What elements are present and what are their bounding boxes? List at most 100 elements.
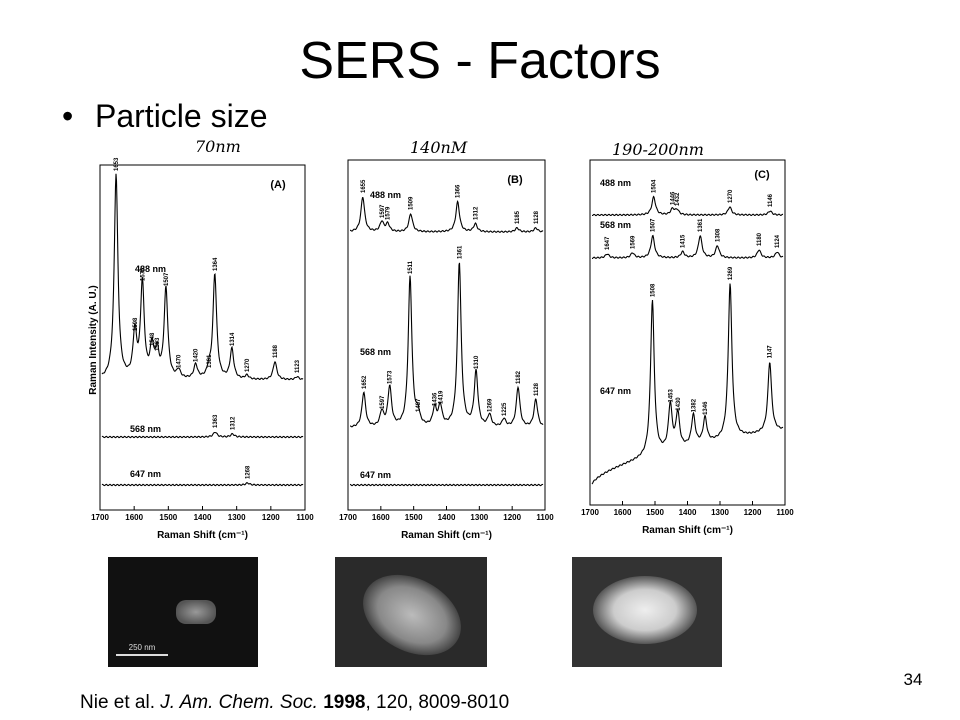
trace-label: 488 nm (135, 264, 166, 274)
spectrum-trace (101, 481, 304, 487)
spectrum-trace (349, 483, 544, 487)
spectrum-trace (591, 283, 784, 485)
bullet-text: Particle size (95, 98, 268, 134)
x-tick-label: 1700 (91, 513, 109, 522)
x-tick-label: 1100 (776, 508, 794, 517)
peak-label: 1188 (273, 344, 279, 358)
peak-label: 1382 (691, 398, 697, 412)
peak-label: 1269 (488, 398, 494, 412)
spectrum-trace (101, 173, 304, 381)
page-number: 34 (904, 670, 923, 689)
peak-label: 1533 (155, 337, 161, 351)
peak-label: 1270 (728, 189, 734, 203)
bullet-mark: • (62, 98, 73, 134)
slide-title: SERS - Factors (299, 32, 660, 90)
peak-label: 1569 (631, 235, 637, 249)
peak-label: 1363 (213, 414, 219, 428)
spectrum-panel: 140nM (B) 1700 1600 1500 1400 1300 1200 1100 Rama… (339, 138, 554, 541)
peak-label: 1361 (698, 218, 704, 232)
x-axis-label: Raman Shift (cm⁻¹) (157, 530, 248, 541)
spectrum-panel: 70nm (A) 1700 1600 1500 1400 1300 1200 1100 Raman… (91, 137, 314, 541)
x-tick-label: 1200 (744, 508, 762, 517)
x-tick-label: 1600 (614, 508, 632, 517)
peak-label: 1548 (150, 332, 156, 346)
x-tick-label: 1500 (646, 508, 664, 517)
trace-label: 647 nm (360, 470, 391, 480)
peak-label: 1655 (361, 179, 367, 193)
x-tick-label: 1300 (711, 508, 729, 517)
x-tick-label: 1400 (679, 508, 697, 517)
spectrum-trace (350, 196, 544, 233)
particle (593, 576, 697, 644)
peak-label: 1308 (715, 228, 721, 242)
peak-label: 1124 (775, 234, 781, 248)
peak-label: 1128 (534, 382, 540, 396)
spectrum-trace (592, 195, 784, 217)
spectrum-trace (592, 234, 784, 260)
trace-label: 568 nm (130, 424, 161, 434)
trace-label: 647 nm (130, 469, 161, 479)
particle (363, 574, 461, 656)
x-tick-label: 1500 (405, 513, 423, 522)
peak-label: 1268 (246, 465, 252, 479)
peak-label: 1123 (295, 359, 301, 373)
x-tick-label: 1300 (470, 513, 488, 522)
peak-label: 1147 (768, 345, 774, 359)
peak-label: 1381 (207, 354, 213, 368)
peak-label: 1597 (380, 395, 386, 409)
x-tick-label: 1500 (159, 513, 177, 522)
peak-label: 1511 (408, 260, 414, 274)
peak-label: 1446 (671, 191, 677, 205)
peak-label: 1597 (380, 204, 386, 218)
peak-label: 1573 (388, 370, 394, 384)
peak-label: 1419 (438, 390, 444, 404)
peak-label: 1314 (230, 332, 236, 346)
peak-label: 1509 (409, 196, 415, 210)
micrographs: 250 nm (108, 557, 722, 667)
peak-label: 1453 (668, 388, 674, 402)
peak-label: 1430 (676, 397, 682, 411)
peak-label: 1598 (133, 317, 139, 331)
particle (176, 600, 216, 624)
scale-bar-label: 250 nm (129, 643, 156, 652)
x-axis-label: Raman Shift (cm⁻¹) (401, 530, 492, 541)
x-tick-label: 1600 (125, 513, 143, 522)
peak-label: 1653 (114, 157, 120, 171)
peak-label: 1432 (675, 192, 681, 206)
x-tick-label: 1100 (296, 513, 314, 522)
handwritten-size: 190-200nm (612, 140, 704, 159)
panel-letter: (B) (507, 174, 523, 186)
x-tick-label: 1200 (503, 513, 521, 522)
trace-label: 488 nm (600, 178, 631, 188)
x-tick-label: 1100 (536, 513, 554, 522)
y-axis-label: Raman Intensity (A. U.) (88, 285, 99, 394)
peak-label: 1361 (457, 245, 463, 259)
peak-label: 1182 (516, 370, 522, 384)
x-tick-label: 1300 (228, 513, 246, 522)
panel-frame (99, 164, 306, 511)
x-tick-label: 1400 (194, 513, 212, 522)
peak-label: 1652 (362, 375, 368, 389)
spectrum-trace (101, 431, 304, 439)
peak-label: 1420 (194, 348, 200, 362)
spectrum-panel: 190-200nm (C) 1700 1600 1500 1400 1300 1200 1100… (581, 140, 794, 536)
panel-letter: (A) (270, 179, 286, 191)
peak-label: 1312 (473, 206, 479, 220)
citation-rest: , 120, 8009-8010 (366, 692, 510, 713)
peak-label: 1487 (416, 398, 422, 412)
x-tick-label: 1700 (339, 513, 357, 522)
peak-label: 1508 (650, 283, 656, 297)
peak-label: 1225 (502, 402, 508, 416)
peak-label: 1470 (177, 354, 183, 368)
peak-label: 1504 (652, 179, 658, 193)
x-tick-label: 1200 (262, 513, 280, 522)
peak-label: 1185 (515, 210, 521, 224)
peak-label: 1364 (213, 257, 219, 271)
x-tick-label: 1400 (438, 513, 456, 522)
citation-year: 1998 (323, 692, 365, 713)
citation-authors: Nie et al. (80, 692, 155, 713)
peak-label: 1366 (456, 184, 462, 198)
panel-frame (589, 159, 786, 506)
trace-label: 647 nm (600, 386, 631, 396)
